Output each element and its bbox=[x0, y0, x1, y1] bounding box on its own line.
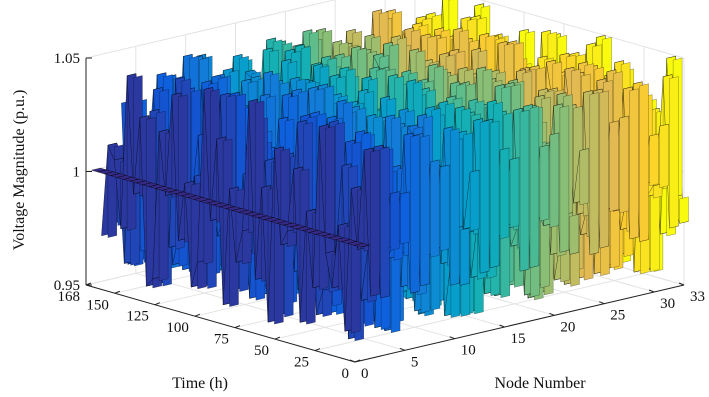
surface-step bbox=[629, 88, 639, 240]
surface-step bbox=[669, 76, 679, 229]
node-tick-label: 10 bbox=[461, 343, 476, 359]
node-tick-mark bbox=[599, 301, 605, 305]
time-tick-mark bbox=[114, 290, 121, 294]
surface-step bbox=[479, 120, 490, 274]
time-tick-mark bbox=[274, 336, 281, 340]
time-tick-label: 75 bbox=[214, 332, 229, 348]
surface-step bbox=[489, 120, 500, 269]
node-axis-line bbox=[354, 284, 685, 363]
node-tick-mark bbox=[499, 324, 505, 328]
node-tick-mark bbox=[399, 347, 406, 351]
surface-step bbox=[659, 123, 669, 188]
time-tick-label: 125 bbox=[126, 309, 149, 325]
time-axis-label: Time (h) bbox=[172, 375, 228, 392]
time-axis-line bbox=[85, 284, 356, 363]
surface-step bbox=[639, 83, 649, 242]
surface-step bbox=[420, 134, 430, 287]
surface-step bbox=[450, 128, 460, 286]
surface-step bbox=[197, 259, 207, 290]
surface-step bbox=[609, 120, 619, 212]
surface-step bbox=[539, 144, 550, 222]
surface-step bbox=[380, 146, 390, 299]
z-tick-label: 1 bbox=[73, 165, 81, 181]
surface-step bbox=[549, 132, 560, 228]
node-surface-1 bbox=[91, 167, 370, 248]
surface-step bbox=[242, 228, 252, 265]
time-tick-label: 150 bbox=[86, 297, 109, 313]
node-axis-label: Node Number bbox=[494, 375, 586, 392]
node-tick-label: 15 bbox=[511, 331, 526, 347]
surface-step bbox=[529, 106, 540, 268]
surface-layer bbox=[91, 0, 689, 342]
node-tick-label: 5 bbox=[411, 354, 419, 370]
time-tick-label: 168 bbox=[58, 289, 81, 305]
surface-step bbox=[499, 147, 510, 240]
z-tick-label: 0.95 bbox=[54, 278, 80, 294]
surface-step bbox=[509, 157, 520, 228]
z-gridline bbox=[85, 0, 685, 59]
time-tick-mark bbox=[154, 302, 161, 306]
time-tick-label: 0 bbox=[342, 366, 350, 382]
surface-step bbox=[569, 214, 579, 255]
surface-step bbox=[469, 169, 480, 232]
surface-step bbox=[114, 144, 124, 161]
time-tick-mark bbox=[314, 348, 321, 352]
surface-step bbox=[559, 105, 570, 253]
time-tick-mark bbox=[234, 325, 241, 329]
node-tick-mark bbox=[648, 289, 655, 293]
surface-step bbox=[400, 191, 410, 245]
surface-step bbox=[649, 133, 659, 187]
time-tick-mark bbox=[354, 359, 361, 363]
ticks-layer: 0.95 1 1.05 0 25 50 75 100 125 150 168 0 5 10 15 20 25 30… bbox=[54, 51, 705, 382]
node-tick-label: 20 bbox=[560, 319, 575, 335]
surface-step bbox=[390, 191, 400, 251]
surface-step bbox=[519, 109, 530, 272]
node-tick-mark bbox=[349, 359, 356, 363]
surface-step bbox=[579, 148, 589, 206]
surface-step bbox=[370, 149, 380, 297]
surface-step bbox=[379, 55, 389, 70]
surface-step bbox=[599, 90, 609, 249]
surface-step bbox=[679, 196, 689, 224]
surface-step bbox=[430, 159, 440, 258]
surface-step bbox=[410, 134, 420, 294]
time-tick-label: 25 bbox=[294, 355, 309, 371]
surface-step bbox=[360, 244, 370, 248]
time-tick-label: 50 bbox=[254, 343, 269, 359]
time-tick-mark bbox=[194, 313, 201, 317]
node-tick-mark bbox=[678, 282, 685, 286]
z-tick-label: 1.05 bbox=[54, 51, 80, 67]
node-tick-mark bbox=[549, 312, 555, 316]
surface-step bbox=[589, 92, 599, 255]
node-tick-label: 0 bbox=[361, 366, 369, 382]
time-tick-mark bbox=[85, 282, 92, 286]
surface-step bbox=[460, 227, 470, 286]
node-tick-label: 33 bbox=[690, 289, 705, 305]
z-axis-label: Voltage Magnitude (p.u.) bbox=[11, 90, 28, 251]
surface-step bbox=[619, 115, 629, 214]
node-tick-mark bbox=[449, 336, 455, 340]
surface-step bbox=[440, 164, 450, 252]
node-tick-label: 30 bbox=[660, 296, 675, 312]
surface-step bbox=[322, 287, 332, 317]
time-tick-label: 100 bbox=[166, 320, 189, 336]
node-tick-label: 25 bbox=[610, 308, 625, 324]
